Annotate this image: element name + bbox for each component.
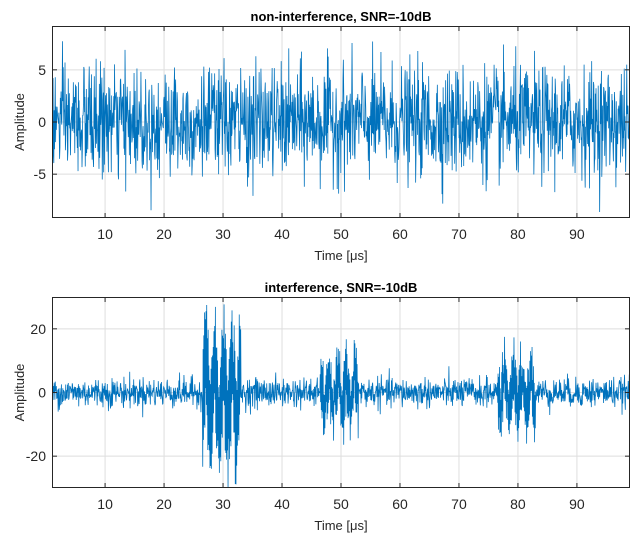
- x-tick-label: 30: [215, 496, 231, 512]
- x-tick-label: 90: [569, 496, 585, 512]
- x-tick-label: 10: [97, 226, 113, 242]
- subplot-bottom: 10 20 30 40 50 60 70 80 90 -20 0 20 interference, …: [12, 280, 630, 533]
- ytick-labels-bottom: -20 0 20: [26, 321, 46, 464]
- x-tick-label: 50: [333, 226, 349, 242]
- y-tick-label: 0: [38, 385, 46, 401]
- ytick-labels-top: -5 0 5: [34, 62, 47, 182]
- y-tick-label: -5: [34, 166, 47, 182]
- x-axis-label-top: Time [μs]: [314, 248, 367, 263]
- signal-line-top: [52, 41, 630, 213]
- signal-trace-top: [52, 41, 630, 213]
- ytick-marks-top: [52, 69, 630, 175]
- x-tick-label: 70: [451, 226, 467, 242]
- x-tick-label: 40: [274, 496, 290, 512]
- x-axis-label-bottom: Time [μs]: [314, 518, 367, 533]
- chart-title-top: non-interference, SNR=-10dB: [251, 9, 432, 24]
- ytick-marks-bottom: [52, 328, 630, 457]
- xtick-labels-top: 10 20 30 40 50 60 70 80 90: [97, 226, 585, 242]
- x-tick-label: 40: [274, 226, 290, 242]
- x-tick-label: 80: [510, 496, 526, 512]
- x-tick-label: 20: [156, 496, 172, 512]
- y-tick-label: -20: [26, 448, 46, 464]
- x-tick-label: 30: [215, 226, 231, 242]
- x-tick-label: 10: [97, 496, 113, 512]
- x-tick-label: 70: [451, 496, 467, 512]
- signal-line-bottom: [52, 304, 630, 488]
- y-tick-label: 20: [30, 321, 46, 337]
- x-tick-label: 60: [392, 496, 408, 512]
- signal-trace-bottom: [52, 304, 630, 488]
- x-tick-label: 20: [156, 226, 172, 242]
- xtick-marks-bottom: [104, 297, 578, 488]
- y-axis-label-bottom: Amplitude: [12, 364, 27, 422]
- x-tick-label: 90: [569, 226, 585, 242]
- y-tick-label: 5: [38, 62, 46, 78]
- y-axis-label-top: Amplitude: [12, 93, 27, 151]
- x-tick-label: 80: [510, 226, 526, 242]
- xtick-labels-bottom: 10 20 30 40 50 60 70 80 90: [97, 496, 585, 512]
- chart-title-bottom: interference, SNR=-10dB: [265, 280, 418, 295]
- xtick-marks-top: [104, 26, 578, 218]
- x-tick-label: 60: [392, 226, 408, 242]
- subplot-top: 10 20 30 40 50 60 70 80 90 -5 0 5 non-interference…: [12, 9, 630, 263]
- x-tick-label: 50: [333, 496, 349, 512]
- y-tick-label: 0: [38, 114, 46, 130]
